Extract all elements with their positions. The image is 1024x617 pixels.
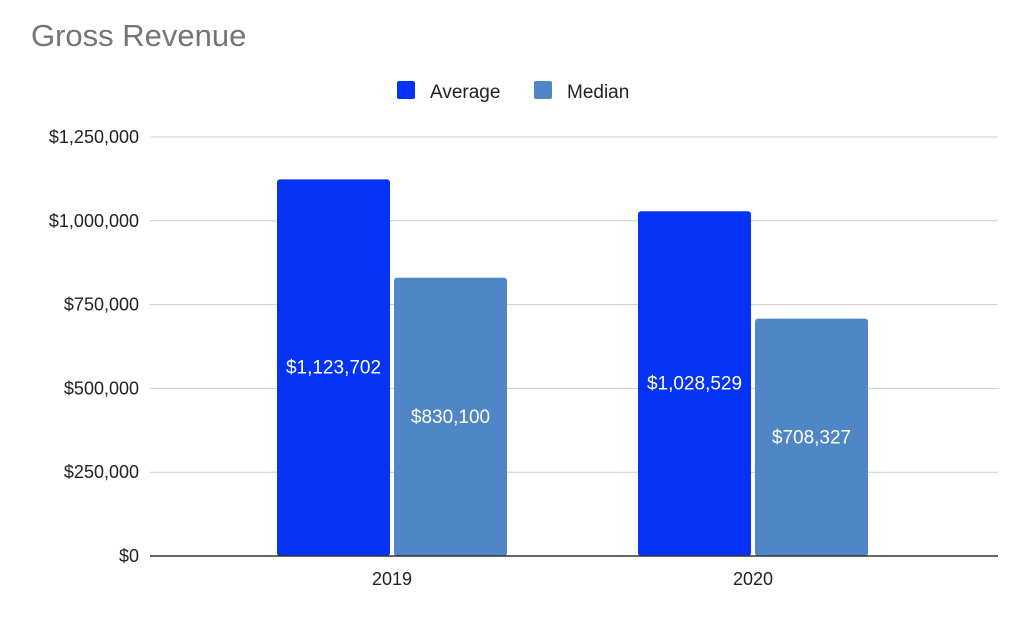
bar-average-2019 — [277, 179, 390, 556]
x-tick-label: 2020 — [733, 569, 773, 589]
x-tick-label: 2019 — [372, 569, 412, 589]
legend-swatch-median — [534, 81, 552, 99]
bar-average-2020 — [638, 211, 751, 557]
legend-label: Median — [567, 82, 629, 103]
bar-median-2020 — [755, 318, 868, 556]
data-label: $708,327 — [772, 427, 851, 448]
legend-label: Average — [430, 82, 500, 103]
legend-swatch-average — [397, 81, 415, 99]
chart-title: Gross Revenue — [31, 18, 247, 53]
data-label: $1,028,529 — [647, 374, 742, 395]
y-tick-label: $0 — [119, 546, 139, 566]
data-label: $830,100 — [411, 407, 490, 428]
y-tick-label: $250,000 — [64, 462, 139, 482]
y-tick-label: $1,000,000 — [49, 211, 139, 231]
y-tick-label: $750,000 — [64, 295, 139, 315]
bar-median-2019 — [394, 277, 507, 556]
data-label: $1,123,702 — [286, 358, 381, 379]
y-tick-label: $1,250,000 — [49, 127, 139, 147]
y-tick-label: $500,000 — [64, 378, 139, 398]
